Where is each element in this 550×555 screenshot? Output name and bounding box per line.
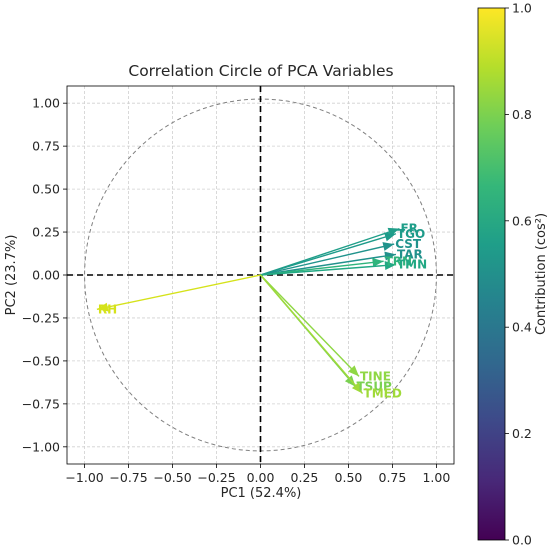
- variable-label-rh: RH: [98, 302, 117, 316]
- x-tick-label: −1.00: [65, 470, 103, 485]
- variable-label-tsup: TSUP: [356, 380, 392, 394]
- arrow-shaft: [259, 274, 360, 377]
- y-axis-label: PC2 (23.7%): [4, 235, 19, 316]
- arrow-head: [382, 242, 395, 251]
- y-tick-label: −1.00: [22, 439, 60, 454]
- variable-label-tmn: TMN: [397, 258, 427, 272]
- arrow-head: [384, 232, 396, 242]
- y-tick-label: 0.75: [32, 139, 60, 154]
- arrow-shaft: [260, 260, 384, 276]
- arrow-head: [372, 258, 384, 267]
- x-tick-label: 0.50: [335, 470, 363, 485]
- arrow-cst: [260, 242, 395, 276]
- y-tick-label: −0.25: [22, 310, 60, 325]
- variable-label-tar: TAR: [397, 247, 423, 261]
- y-tick-label: 1.00: [32, 96, 60, 111]
- variable-arrows: [96, 227, 400, 395]
- x-tick-label: 0.25: [291, 470, 319, 485]
- x-tick-label: 0.75: [379, 470, 407, 485]
- arrow-rh: [96, 274, 261, 312]
- x-axis-label: PC1 (52.4%): [221, 486, 302, 501]
- arrow-head: [96, 302, 109, 312]
- colorbar-tick-label: 0.0: [512, 533, 532, 548]
- colorbar-tick-label: 0.4: [512, 320, 532, 335]
- arrow-tgo: [260, 232, 397, 276]
- colorbar-gradient: [477, 7, 506, 541]
- variable-label-fr: FR: [400, 222, 417, 236]
- y-tick-label: −0.50: [22, 353, 60, 368]
- arrow-tmed: [259, 274, 364, 395]
- arrow-tar: [260, 251, 397, 276]
- arrow-shaft: [259, 274, 364, 395]
- arrow-head: [348, 365, 360, 377]
- variable-label-tmed: TMED: [364, 387, 402, 401]
- x-tick-label: −0.75: [109, 470, 147, 485]
- colorbar-ticks: 0.0 0.2 0.4 0.6 0.8 1.0: [505, 1, 532, 548]
- arrow-tmn: [260, 261, 397, 276]
- x-axis-ticks: −1.00 −0.75 −0.50 −0.25 0.00 0.25 0.50 0.75 1.00: [65, 464, 450, 485]
- x-tick-label: 0.00: [247, 470, 275, 485]
- colorbar-label: Contribution (cos²): [534, 213, 549, 335]
- y-axis-ticks: −1.00 −0.75 −0.50 −0.25 0.00 0.25 0.50 0.75 1.00: [22, 96, 67, 454]
- colorbar-tick-label: 0.8: [512, 107, 532, 122]
- arrow-shaft: [260, 263, 397, 276]
- y-tick-label: 0.00: [32, 268, 60, 283]
- chart-title: Correlation Circle of PCA Variables: [128, 62, 393, 80]
- arrow-shaft: [260, 253, 397, 276]
- colorbar-tick-label: 0.6: [512, 213, 532, 228]
- variable-label-cst: CST: [395, 237, 422, 251]
- variable-label-tgo: TGO: [397, 227, 425, 241]
- arrow-shaft: [260, 233, 397, 276]
- arrow-head: [384, 251, 396, 261]
- y-tick-label: −0.75: [22, 396, 60, 411]
- x-tick-label: −0.25: [197, 470, 235, 485]
- colorbar-tick-label: 0.2: [512, 426, 532, 441]
- variable-label-trn: TRN: [385, 254, 412, 268]
- x-tick-label: 1.00: [422, 470, 450, 485]
- grid-lines: [67, 86, 454, 464]
- variable-label-tine: TINE: [360, 369, 391, 383]
- x-tick-label: −0.50: [153, 470, 191, 485]
- colorbar: 0.0 0.2 0.4 0.6 0.8 1.0 Contribution (cos²): [477, 1, 549, 548]
- colorbar-tick-label: 1.0: [512, 1, 532, 16]
- arrow-head: [384, 261, 396, 271]
- arrow-shaft: [260, 243, 395, 276]
- arrow-trn: [260, 258, 384, 276]
- y-tick-label: 0.50: [32, 182, 60, 197]
- arrow-head: [344, 375, 356, 387]
- arrow-head: [351, 382, 363, 394]
- arrow-shaft: [96, 274, 261, 311]
- y-tick-label: 0.25: [32, 225, 60, 240]
- arrow-tine: [259, 274, 360, 377]
